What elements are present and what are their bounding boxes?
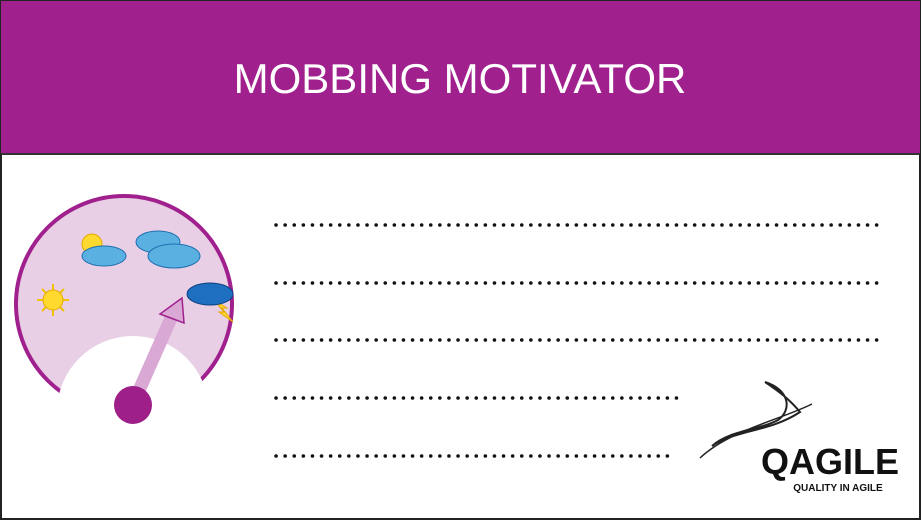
logo-tagline: QUALITY IN AGILE <box>793 483 883 494</box>
title: MOBBING MOTIVATOR <box>234 55 687 102</box>
logo-name: QAGILE <box>761 441 899 482</box>
card: MOBBING MOTIVATOR <box>0 0 921 520</box>
